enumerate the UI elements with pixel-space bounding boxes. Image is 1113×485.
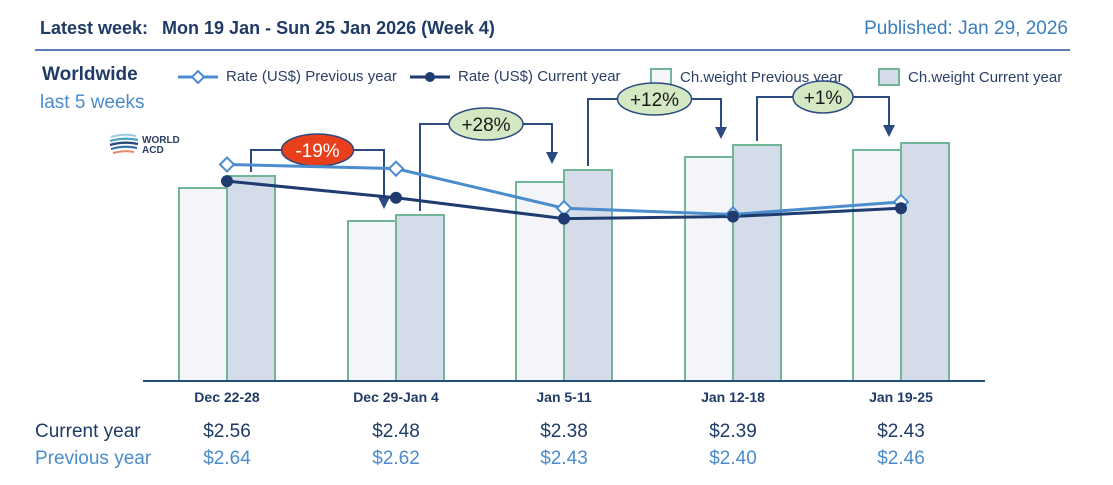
x-tick-label: Jan 19-25 (869, 389, 933, 405)
row-label-previous: Previous year (35, 448, 152, 469)
legend-rate-previous: Rate (US$) Previous year (178, 68, 397, 85)
arrow-down-icon (378, 197, 390, 209)
arrow-down-icon (883, 125, 895, 137)
title-label: Latest week: (40, 18, 149, 38)
period-label: last 5 weeks (40, 92, 145, 113)
value-current-year: $2.38 (540, 421, 588, 442)
point-rate-current (558, 212, 570, 225)
legend-label: Rate (US$) Previous year (226, 68, 397, 85)
legend-weight-current: Ch.weight Current year (878, 68, 1062, 86)
arrow-down-icon (715, 127, 727, 139)
point-rate-previous (387, 160, 405, 178)
bar-weight-previous (852, 149, 902, 382)
x-tick-label: Dec 29-Jan 4 (353, 389, 439, 405)
bar-weight-current (226, 175, 276, 382)
value-current-year: $2.48 (372, 421, 420, 442)
bar-weight-previous (684, 156, 734, 382)
world-acd-logo-icon (109, 133, 139, 154)
value-current-year: $2.56 (203, 421, 251, 442)
point-rate-previous (218, 156, 236, 173)
header-divider (35, 49, 1070, 51)
value-previous-year: $2.64 (203, 448, 251, 469)
value-previous-year: $2.46 (877, 448, 925, 469)
x-tick-label: Dec 22-28 (194, 389, 260, 405)
title-range: Mon 19 Jan - Sun 25 Jan 2026 (Week 4) (162, 18, 495, 38)
legend-label: Ch.weight Current year (908, 68, 1063, 86)
change-badge (792, 80, 854, 114)
change-badge (616, 82, 693, 116)
change-badge-label: +12% (630, 90, 679, 111)
point-rate-current (895, 202, 907, 215)
legend-rate-current: Rate (US$) Current year (410, 68, 621, 85)
value-current-year: $2.39 (709, 421, 757, 442)
legend-label: Ch.weight Previous year (680, 68, 843, 86)
change-badge-label: -19% (295, 141, 339, 162)
value-previous-year: $2.43 (540, 448, 588, 469)
bar-weight-current (732, 144, 782, 382)
bar-weight-previous (347, 220, 397, 382)
region-label: Worldwide (42, 64, 138, 85)
logo-text: WORLD ACD (142, 135, 180, 156)
value-current-year: $2.43 (877, 421, 925, 442)
x-tick-label: Jan 12-18 (701, 389, 765, 405)
legend-circle-line-icon (410, 71, 450, 82)
bar-weight-current (563, 169, 613, 382)
point-rate-current (390, 191, 402, 204)
legend-square-icon (878, 68, 900, 86)
change-badge-label: +28% (461, 115, 510, 136)
row-label-current: Current year (35, 421, 141, 442)
bar-weight-current (900, 142, 950, 382)
value-previous-year: $2.62 (372, 448, 420, 469)
bar-weight-current (395, 214, 445, 382)
x-tick-label: Jan 5-11 (536, 389, 592, 405)
page-title: Latest week: Mon 19 Jan - Sun 25 Jan 2026… (40, 18, 495, 39)
value-previous-year: $2.40 (709, 448, 757, 469)
published-date: Published: Jan 29, 2026 (864, 18, 1068, 39)
point-rate-current (727, 210, 739, 223)
change-badge-label: +1% (804, 88, 843, 109)
bar-weight-previous (178, 187, 228, 382)
legend-diamond-line-icon (178, 69, 218, 84)
legend-label: Rate (US$) Current year (458, 68, 621, 85)
arrow-down-icon (546, 152, 558, 164)
point-rate-current (221, 175, 233, 188)
bar-weight-previous (515, 181, 565, 382)
change-badge (448, 107, 524, 141)
